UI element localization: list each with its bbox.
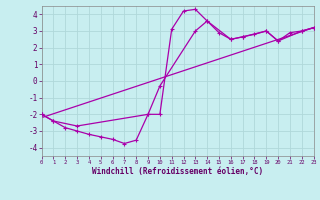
X-axis label: Windchill (Refroidissement éolien,°C): Windchill (Refroidissement éolien,°C) [92, 167, 263, 176]
